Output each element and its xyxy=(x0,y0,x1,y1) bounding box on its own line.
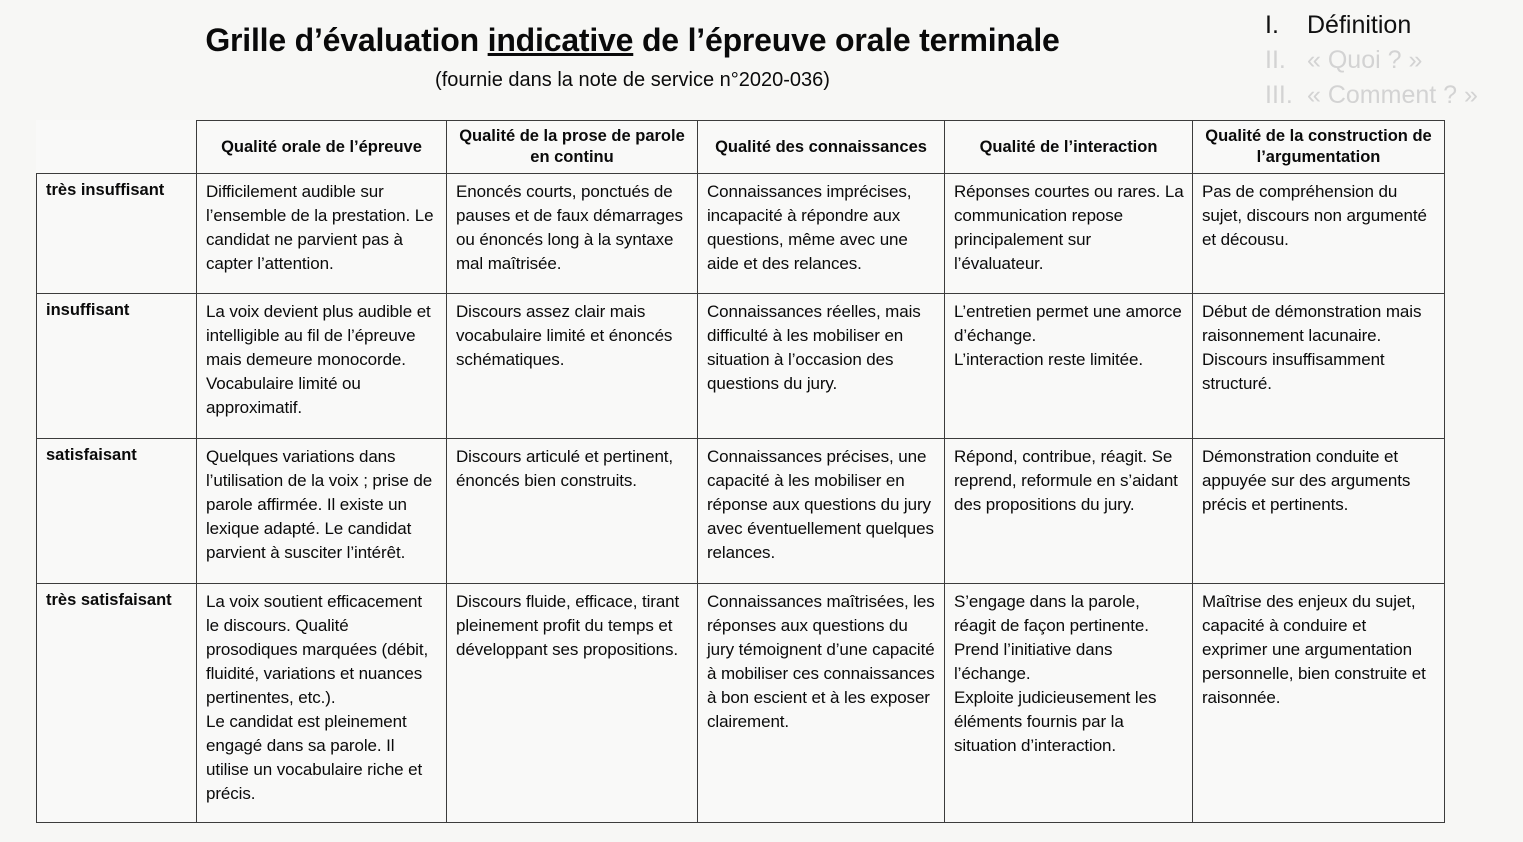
grid-column-header-connaissances: Qualité des connaissances xyxy=(697,120,945,174)
page-title-part2: de l’épreuve orale terminale xyxy=(633,22,1060,58)
agenda-item-label: « Quoi ? » xyxy=(1307,46,1423,74)
agenda-item-definition[interactable]: I. Définition xyxy=(1265,8,1523,43)
grid-cell-paragraph: Maîtrise des enjeux du sujet, capacité à… xyxy=(1202,592,1426,707)
page-title: Grille d’évaluation indicative de l’épre… xyxy=(0,20,1265,60)
grid-cell: Quelques variations dans l’utilisation d… xyxy=(196,438,447,584)
grid-corner-cell xyxy=(37,121,197,174)
grid-cell-paragraph: Connaissances précises, une capacité à l… xyxy=(707,447,934,562)
grid-cell-paragraph: Discours insuffisamment structuré. xyxy=(1202,350,1385,393)
grid-cell: Répond, contribue, réagit. Se reprend, r… xyxy=(944,438,1193,584)
grid-cell: Connaissances imprécises, incapacité à r… xyxy=(697,173,945,294)
grid-cell-paragraph: Vocabulaire limité ou approximatif. xyxy=(206,374,361,417)
grid-header-row: Qualité orale de l’épreuve Qualité de la… xyxy=(37,120,1445,174)
agenda-item-label: « Comment ? » xyxy=(1307,81,1478,109)
grid-cell-paragraph: Début de démonstration mais raisonnement… xyxy=(1202,302,1422,345)
grid-cell-paragraph: La voix soutient efficacement le discour… xyxy=(206,592,429,707)
grid-cell-paragraph: Quelques variations dans l’utilisation d… xyxy=(206,447,433,562)
grid-cell-paragraph: Enoncés courts, ponctués de pauses et de… xyxy=(456,182,683,273)
grid-cell-paragraph: L’interaction reste limitée. xyxy=(954,350,1144,369)
table-row: insuffisant La voix devient plus audible… xyxy=(36,293,1445,439)
grid-cell: Début de démonstration mais raisonnement… xyxy=(1192,293,1445,439)
grid-cell: Pas de compréhension du sujet, discours … xyxy=(1192,173,1445,294)
grid-cell: La voix soutient efficacement le discour… xyxy=(196,583,447,823)
grid-cell: Discours articulé et pertinent, énoncés … xyxy=(446,438,698,584)
grid-cell-paragraph: Répond, contribue, réagit. Se reprend, r… xyxy=(954,447,1178,514)
grid-cell-paragraph: S’engage dans la parole, réagit de façon… xyxy=(954,592,1149,683)
grid-cell-paragraph: Pas de compréhension du sujet, discours … xyxy=(1202,182,1427,249)
grid-row-label-tres-satisfaisant: très satisfaisant xyxy=(36,583,197,823)
grid-cell-paragraph: Exploite judicieusement les éléments fou… xyxy=(954,688,1157,755)
grid-row-label-tres-insuffisant: très insuffisant xyxy=(36,173,197,294)
grid-cell-paragraph: Connaissances réelles, mais difficulté à… xyxy=(707,302,921,393)
grid-cell: Maîtrise des enjeux du sujet, capacité à… xyxy=(1192,583,1445,823)
grid-column-header-prose: Qualité de la prose de parole en continu xyxy=(446,120,698,174)
grid-column-header-argumentation: Qualité de la construction de l’argument… xyxy=(1192,120,1445,174)
grid-cell: Connaissances précises, une capacité à l… xyxy=(697,438,945,584)
grid-cell: Enoncés courts, ponctués de pauses et de… xyxy=(446,173,698,294)
grid-row-label-satisfaisant: satisfaisant xyxy=(36,438,197,584)
grid-cell: S’engage dans la parole, réagit de façon… xyxy=(944,583,1193,823)
agenda-item-number: II. xyxy=(1265,46,1286,74)
agenda-item-quoi[interactable]: II. « Quoi ? » xyxy=(1265,43,1523,78)
agenda-item-number: III. xyxy=(1265,81,1293,109)
table-row: très satisfaisant La voix soutient effic… xyxy=(36,583,1445,823)
grid-cell-paragraph: Discours articulé et pertinent, énoncés … xyxy=(456,447,674,490)
grid-cell-paragraph: Connaissances maîtrisées, les réponses a… xyxy=(707,592,935,731)
table-row: satisfaisant Quelques variations dans l’… xyxy=(36,438,1445,584)
table-row: très insuffisant Difficilement audible s… xyxy=(36,173,1445,294)
grid-cell-paragraph: Discours assez clair mais vocabulaire li… xyxy=(456,302,673,369)
evaluation-grid-wrapper: Qualité orale de l’épreuve Qualité de la… xyxy=(36,120,1445,823)
grid-cell: Discours assez clair mais vocabulaire li… xyxy=(446,293,698,439)
grid-cell: Réponses courtes ou rares. La communicat… xyxy=(944,173,1193,294)
agenda-outline: I. Définition II. « Quoi ? » III. « Comm… xyxy=(1265,8,1523,113)
grid-cell: Discours fluide, efficace, tirant pleine… xyxy=(446,583,698,823)
grid-cell-paragraph: La voix devient plus audible et intellig… xyxy=(206,302,431,369)
page-title-emphasis: indicative xyxy=(487,22,634,58)
grid-cell: La voix devient plus audible et intellig… xyxy=(196,293,447,439)
page-title-part1: Grille d’évaluation xyxy=(205,22,488,58)
grid-cell: L’entretien permet une amorce d’échange.… xyxy=(944,293,1193,439)
agenda-item-label: Définition xyxy=(1307,11,1412,39)
grid-cell-paragraph: Difficilement audible sur l’ensemble de … xyxy=(206,182,434,273)
grid-cell-paragraph: Le candidat est pleinement engagé dans s… xyxy=(206,712,423,803)
agenda-item-comment[interactable]: III. « Comment ? » xyxy=(1265,78,1523,113)
grid-cell-paragraph: Connaissances imprécises, incapacité à r… xyxy=(707,182,912,273)
grid-row-label-insuffisant: insuffisant xyxy=(36,293,197,439)
grid-column-header-oral: Qualité orale de l’épreuve xyxy=(196,120,447,174)
grid-cell-paragraph: Réponses courtes ou rares. La communicat… xyxy=(954,182,1184,273)
grid-cell: Connaissances maîtrisées, les réponses a… xyxy=(697,583,945,823)
page-subtitle: (fournie dans la note de service n°2020-… xyxy=(435,69,830,91)
evaluation-grid: Qualité orale de l’épreuve Qualité de la… xyxy=(36,120,1445,823)
grid-column-header-interaction: Qualité de l’interaction xyxy=(944,120,1193,174)
grid-cell: Connaissances réelles, mais difficulté à… xyxy=(697,293,945,439)
grid-cell-paragraph: Démonstration conduite et appuyée sur de… xyxy=(1202,447,1411,514)
grid-cell: Démonstration conduite et appuyée sur de… xyxy=(1192,438,1445,584)
grid-cell: Difficilement audible sur l’ensemble de … xyxy=(196,173,447,294)
grid-cell-paragraph: L’entretien permet une amorce d’échange. xyxy=(954,302,1182,345)
grid-cell-paragraph: Discours fluide, efficace, tirant pleine… xyxy=(456,592,680,659)
agenda-item-number: I. xyxy=(1265,11,1279,39)
title-block: Grille d’évaluation indicative de l’épre… xyxy=(0,20,1265,94)
